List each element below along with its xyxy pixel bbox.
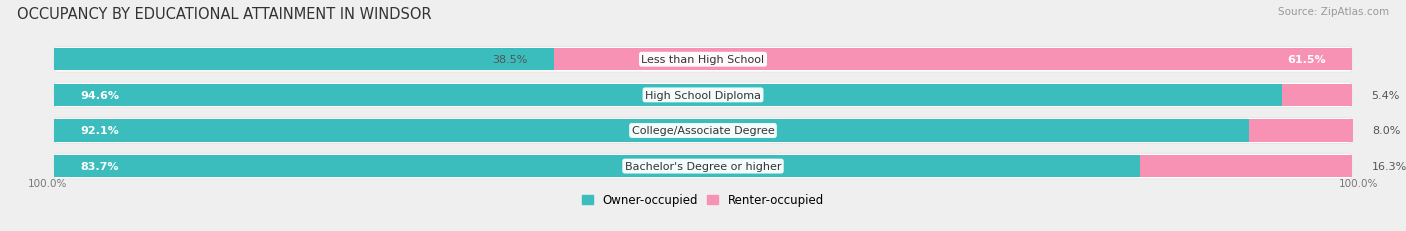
Text: OCCUPANCY BY EDUCATIONAL ATTAINMENT IN WINDSOR: OCCUPANCY BY EDUCATIONAL ATTAINMENT IN W…: [17, 7, 432, 22]
Text: 100.0%: 100.0%: [1339, 178, 1378, 188]
FancyBboxPatch shape: [53, 154, 1353, 179]
Text: Less than High School: Less than High School: [641, 55, 765, 65]
Bar: [554, 49, 1353, 71]
Bar: [53, 120, 1250, 142]
Text: 8.0%: 8.0%: [1372, 126, 1400, 136]
Bar: [1250, 120, 1353, 142]
Bar: [1140, 155, 1353, 177]
Legend: Owner-occupied, Renter-occupied: Owner-occupied, Renter-occupied: [582, 194, 824, 207]
Bar: [53, 155, 1140, 177]
Text: 5.4%: 5.4%: [1371, 91, 1400, 100]
FancyBboxPatch shape: [53, 47, 1353, 73]
Text: 92.1%: 92.1%: [80, 126, 118, 136]
Text: 100.0%: 100.0%: [28, 178, 67, 188]
Text: Bachelor's Degree or higher: Bachelor's Degree or higher: [624, 161, 782, 171]
Text: 16.3%: 16.3%: [1371, 161, 1406, 171]
Text: College/Associate Degree: College/Associate Degree: [631, 126, 775, 136]
Bar: [1282, 85, 1353, 106]
Bar: [53, 49, 554, 71]
FancyBboxPatch shape: [53, 83, 1353, 108]
Bar: [53, 85, 1282, 106]
Text: High School Diploma: High School Diploma: [645, 91, 761, 100]
Text: Source: ZipAtlas.com: Source: ZipAtlas.com: [1278, 7, 1389, 17]
Text: 61.5%: 61.5%: [1288, 55, 1326, 65]
Text: 83.7%: 83.7%: [80, 161, 118, 171]
FancyBboxPatch shape: [53, 118, 1353, 144]
Text: 94.6%: 94.6%: [80, 91, 120, 100]
Text: 38.5%: 38.5%: [492, 55, 527, 65]
